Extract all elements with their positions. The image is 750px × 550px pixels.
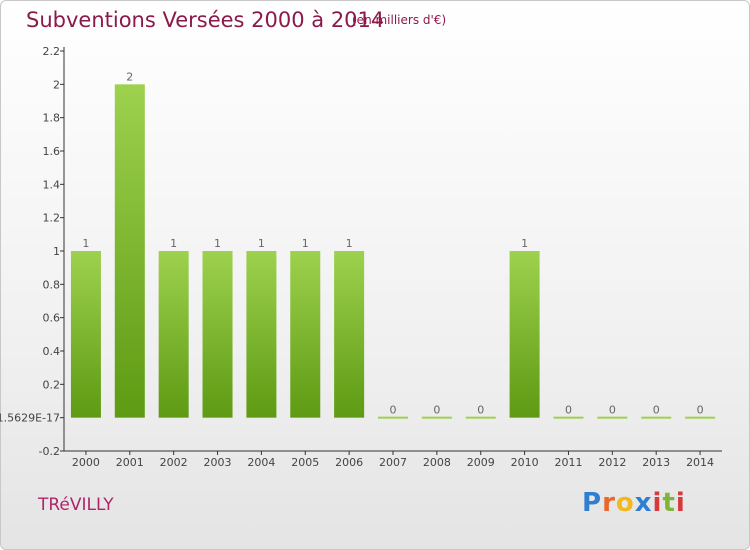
x-tick-label: 2005 [291,456,319,469]
x-tick-label: 2004 [247,456,275,469]
proxiti-logo: Proxiti [582,488,686,518]
commune-name: TRéVILLY [38,495,114,515]
bar [421,416,452,419]
y-tick-label: 0.4 [43,345,61,358]
data-label: 0 [390,404,397,417]
logo-letter: P [582,488,603,518]
x-tick-label: 2001 [116,456,144,469]
x-tick-label: 2003 [204,456,232,469]
chart-title: Subventions Versées 2000 à 2014 [26,8,385,32]
logo-letter: i [652,488,663,518]
data-label: 1 [302,237,309,250]
y-tick-label: 1 [53,245,60,258]
logo-letter: r [602,488,616,518]
y-tick-label: 0.6 [43,312,61,325]
data-label: 0 [433,404,440,417]
bar [290,251,321,418]
y-tick-label: 2 [53,78,60,91]
bar [114,84,145,418]
x-tick-label: 2013 [642,456,670,469]
data-labels: 1 2 1 1 1 1 1 0 0 0 1 0 0 0 0 [82,70,703,416]
y-tick-label: -1.5629E-17 [0,412,60,425]
data-label: 1 [258,237,265,250]
bar [685,416,716,419]
x-tick-label: 2008 [423,456,451,469]
x-tick-label: 2009 [467,456,495,469]
logo-letter: x [634,488,653,518]
data-label: 1 [82,237,89,250]
bar [553,416,584,419]
chart-unit: (en milliers d'€) [352,13,447,27]
bars [70,84,716,419]
y-tick-label: 0.2 [43,378,61,391]
y-tick-label: 1.8 [43,112,61,125]
bar [597,416,628,419]
x-tick-label: 2011 [554,456,582,469]
bar [70,251,101,418]
bar [158,251,189,418]
x-tick-label: 2000 [72,456,100,469]
y-tick-label: 1.4 [43,178,61,191]
x-tick-label: 2014 [686,456,714,469]
x-tick-label: 2006 [335,456,363,469]
data-label: 0 [653,404,660,417]
bar [246,251,277,418]
x-tick-label: 2007 [379,456,407,469]
x-tick-label: 2010 [511,456,539,469]
bar [202,251,233,418]
data-label: 0 [477,404,484,417]
data-label: 2 [126,70,133,83]
bar [465,416,496,419]
x-tick-label: 2012 [598,456,626,469]
axes: 2.2 2 1.8 1.6 1.4 1.2 1 0.8 0.6 0.4 0.2 -1.5629E-17… [0,45,722,469]
y-tick-label: 2.2 [43,45,61,58]
bar [334,251,365,418]
bar [378,416,408,419]
y-tick-label: 0.8 [43,278,61,291]
data-label: 0 [565,404,572,417]
logo-letter: i [675,488,686,518]
data-label: 1 [346,237,353,250]
y-tick-label: 1.6 [43,145,61,158]
bar [641,416,672,419]
data-label: 1 [521,237,528,250]
y-tick-label: -0.2 [39,445,60,458]
data-label: 0 [609,404,616,417]
logo-letter: o [615,488,635,518]
x-tick-label: 2002 [160,456,188,469]
y-tick-label: 1.2 [43,212,61,225]
logo-letter: t [662,488,676,518]
bar [509,251,540,418]
data-label: 1 [214,237,221,250]
data-label: 0 [697,404,704,417]
data-label: 1 [170,237,177,250]
